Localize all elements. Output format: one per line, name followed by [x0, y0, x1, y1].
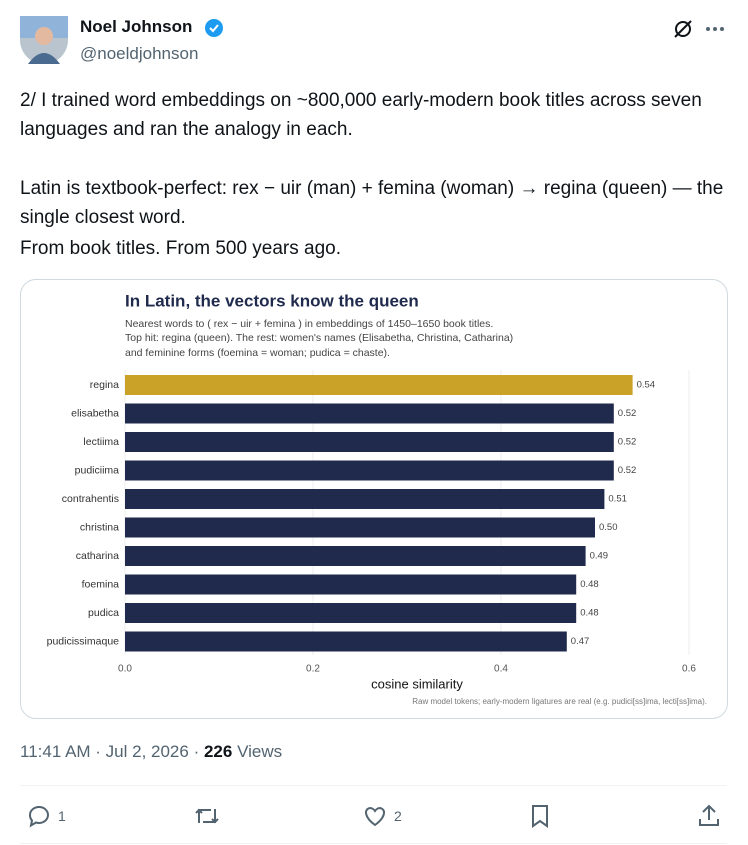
reply-count: 1: [58, 808, 66, 824]
value-label: 0.49: [590, 551, 609, 562]
bar: [125, 403, 614, 424]
value-label: 0.48: [580, 579, 599, 590]
reply-icon: [28, 805, 49, 828]
y-tick-label: foemina: [82, 578, 120, 590]
value-label: 0.52: [618, 408, 637, 419]
time-date[interactable]: 11:41 AM · Jul 2, 2026 ·: [20, 742, 204, 761]
tweet-text: 2/ I trained word embeddings on ~800,000…: [20, 90, 702, 140]
value-label: 0.47: [571, 636, 590, 647]
divider: [20, 785, 727, 786]
y-tick-label: pudiciima: [75, 464, 120, 476]
tweet-text: From book titles. From 500 years ago.: [20, 238, 342, 259]
value-label: 0.52: [618, 437, 637, 448]
y-tick-label: catharina: [76, 550, 119, 562]
y-tick-label: elisabetha: [71, 407, 119, 419]
verified-badge: [205, 19, 223, 37]
share-button[interactable]: [696, 803, 722, 829]
share-icon: [699, 804, 719, 826]
author-name[interactable]: Noel Johnson: [80, 17, 193, 36]
x-tick-label: 0.2: [306, 664, 320, 675]
y-tick-label: christina: [80, 521, 119, 533]
repost-button[interactable]: [193, 803, 221, 829]
x-tick-label: 0.4: [494, 664, 508, 675]
y-tick-label: pudicissimaque: [47, 635, 120, 647]
footnote: Raw model tokens; early-modern ligatures…: [412, 697, 707, 706]
y-tick-label: pudica: [88, 607, 119, 619]
chart-subtitle: Top hit: regina (queen). The rest: women…: [125, 332, 513, 344]
bar: [125, 546, 586, 566]
value-label: 0.52: [618, 465, 637, 476]
avatar[interactable]: [20, 16, 68, 64]
like-button[interactable]: 2: [362, 803, 402, 829]
reply-button[interactable]: 1: [26, 803, 66, 829]
chart-subtitle: Nearest words to ( rex − uir + femina ) …: [125, 318, 493, 330]
y-tick-label: regina: [90, 379, 119, 391]
bar: [125, 489, 605, 509]
grok-icon[interactable]: [672, 18, 694, 40]
repost-icon: [195, 808, 219, 824]
divider: [20, 843, 727, 844]
more-icon[interactable]: [704, 18, 726, 40]
chart: In Latin, the vectors know the queen Nea…: [47, 291, 707, 706]
media-card[interactable]: In Latin, the vectors know the queen Nea…: [20, 279, 728, 719]
bar: [125, 574, 577, 595]
value-label: 0.54: [637, 380, 656, 391]
views-label: Views: [237, 742, 283, 761]
y-tick-label: contrahentis: [62, 493, 119, 505]
value-label: 0.50: [599, 522, 618, 533]
bookmark-button[interactable]: [528, 803, 554, 829]
views-count: 226: [203, 742, 233, 761]
bar: [125, 631, 567, 652]
y-tick-label: lectiima: [83, 436, 119, 448]
x-axis-label: cosine similarity: [371, 676, 463, 691]
bookmark-icon: [532, 805, 548, 828]
x-tick-label: 0.0: [118, 664, 132, 675]
value-label: 0.51: [608, 494, 627, 505]
bar: [125, 603, 577, 623]
value-label: 0.48: [580, 608, 599, 619]
author-handle[interactable]: @noeldjohnson: [80, 44, 199, 63]
bar: [125, 432, 614, 452]
bar: [125, 460, 614, 481]
like-count: 2: [394, 808, 402, 824]
tweet-text: Latin is textbook-perfect: rex − uir (ma…: [20, 178, 724, 228]
bar: [125, 517, 595, 538]
chart-title: In Latin, the vectors know the queen: [125, 291, 419, 310]
like-icon: [365, 806, 385, 827]
bar: [125, 375, 633, 395]
timestamp: 11:41 AM · Jul 2, 2026 · 226 Views: [20, 742, 282, 762]
x-tick-label: 0.6: [682, 664, 696, 675]
chart-subtitle: and feminine forms (foemina = woman; pud…: [125, 347, 390, 359]
